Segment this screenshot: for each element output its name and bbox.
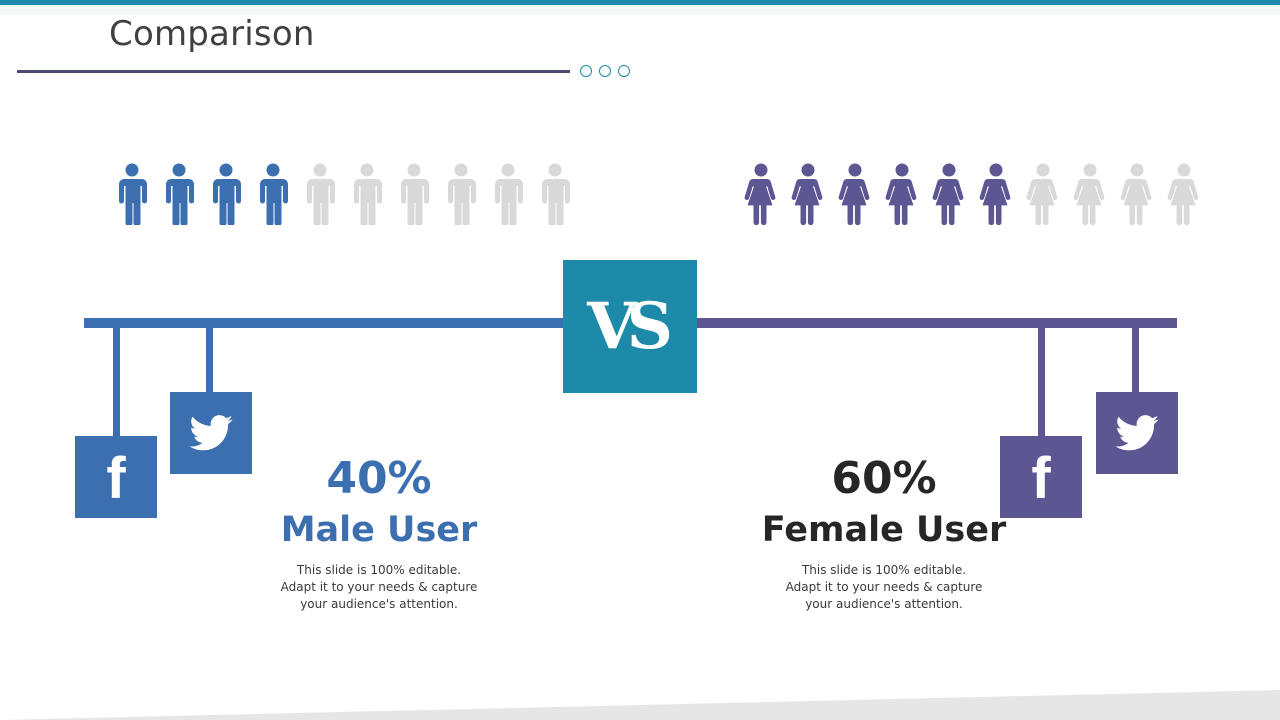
- top-band: [0, 5, 1280, 15]
- female-person-icon: [977, 163, 1015, 225]
- female-percent: 60%: [831, 453, 937, 504]
- title-divider: [17, 70, 570, 73]
- male-person-icon-inactive: [396, 163, 432, 225]
- female-person-icon: [836, 163, 874, 225]
- female-connector-line: [694, 318, 1177, 328]
- twitter-icon: [1115, 415, 1159, 451]
- male-person-icon-inactive: [443, 163, 479, 225]
- male-icon-row: [114, 163, 573, 225]
- female-person-icon: [883, 163, 921, 225]
- female-twitter-hanger: [1132, 325, 1139, 393]
- male-person-icon-inactive: [490, 163, 526, 225]
- male-twitter-tile: [170, 392, 252, 474]
- female-facebook-hanger: [1038, 325, 1045, 437]
- top-accent-bar: [0, 0, 1280, 5]
- male-person-icon-inactive: [302, 163, 338, 225]
- female-facebook-tile: f: [1000, 436, 1082, 518]
- female-person-icon: [789, 163, 827, 225]
- vs-label: VS: [587, 289, 673, 364]
- dot-icon: [599, 65, 611, 77]
- female-label: Female User: [761, 510, 1007, 550]
- female-description: This slide is 100% editable. Adapt it to…: [785, 563, 983, 611]
- male-stat-block: 40% Male User This slide is 100% editabl…: [249, 457, 509, 613]
- decorative-dots: [580, 65, 630, 77]
- male-facebook-hanger: [113, 325, 120, 437]
- male-facebook-tile: f: [75, 436, 157, 518]
- female-person-icon-inactive: [1118, 163, 1156, 225]
- page-title: Comparison: [109, 14, 315, 54]
- female-person-icon-inactive: [1024, 163, 1062, 225]
- male-person-icon-inactive: [349, 163, 385, 225]
- bottom-decorative-wedge: [0, 690, 1280, 720]
- female-twitter-tile: [1096, 392, 1178, 474]
- male-twitter-hanger: [206, 325, 213, 393]
- vs-badge: VS: [563, 260, 697, 393]
- male-person-icon-inactive: [537, 163, 573, 225]
- female-person-icon-inactive: [1071, 163, 1109, 225]
- male-percent: 40%: [326, 453, 432, 504]
- male-label: Male User: [280, 510, 478, 550]
- facebook-icon: f: [1031, 446, 1051, 511]
- female-stat-block: 60% Female User This slide is 100% edita…: [754, 457, 1014, 613]
- dot-icon: [580, 65, 592, 77]
- male-connector-line: [84, 318, 566, 328]
- dot-icon: [618, 65, 630, 77]
- female-icon-row: [742, 163, 1203, 225]
- male-person-icon: [255, 163, 291, 225]
- male-person-icon: [114, 163, 150, 225]
- male-person-icon: [161, 163, 197, 225]
- female-person-icon-inactive: [1165, 163, 1203, 225]
- female-person-icon: [930, 163, 968, 225]
- twitter-icon: [189, 415, 233, 451]
- facebook-icon: f: [106, 446, 126, 511]
- male-description: This slide is 100% editable. Adapt it to…: [280, 563, 478, 611]
- female-person-icon: [742, 163, 780, 225]
- male-person-icon: [208, 163, 244, 225]
